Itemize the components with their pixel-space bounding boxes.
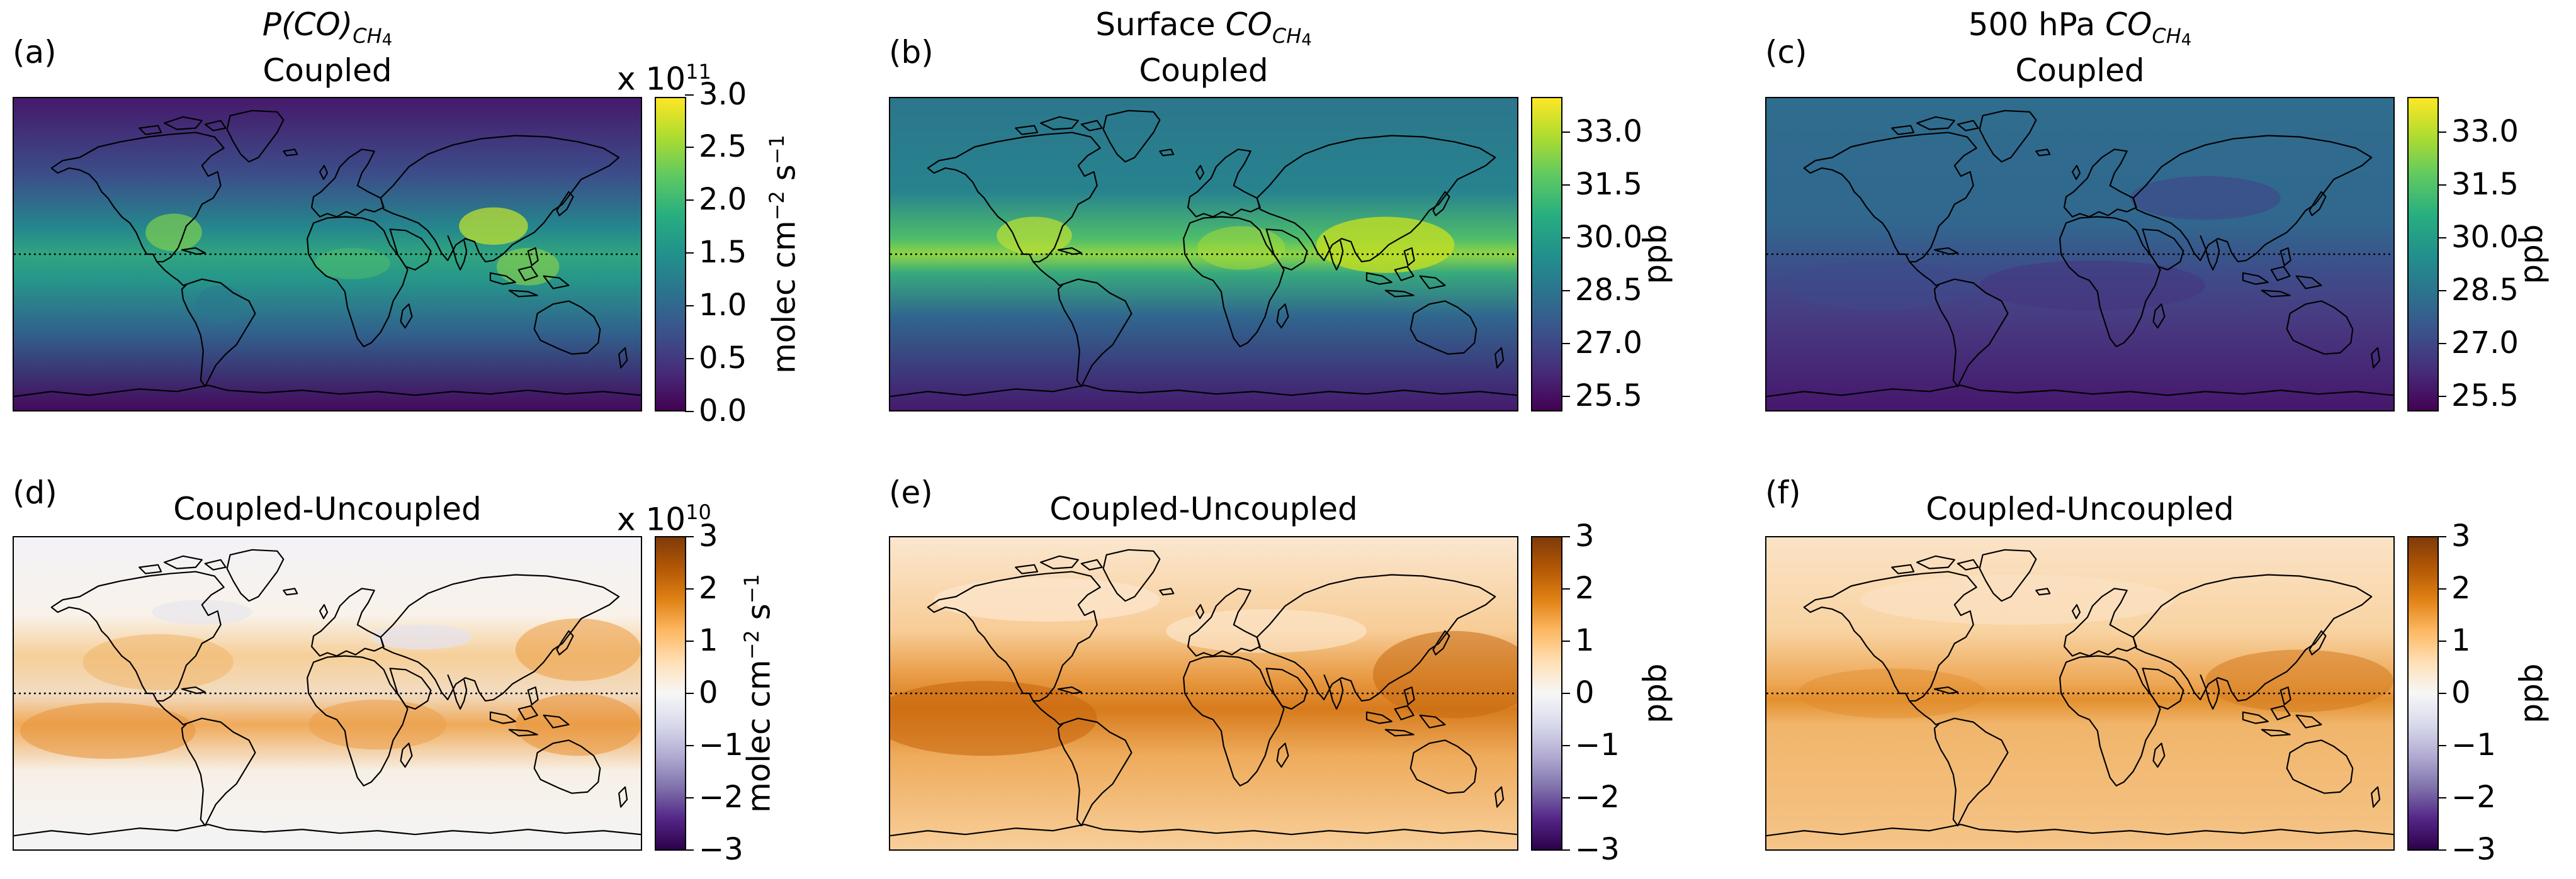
colorbar-a-tick: 3.0	[699, 77, 747, 112]
colorbar-b-tick: 27.0	[1575, 325, 1642, 361]
colorbar-d-multiplier: x 1010	[617, 500, 711, 538]
colorbar-a-multiplier: x 1011	[617, 60, 711, 98]
colorbar-c-tick: 27.0	[2451, 325, 2519, 361]
colorbar-e-tick: −1	[1575, 727, 1620, 763]
colorbar-f-tick: 2	[2451, 571, 2471, 606]
colorbar-f-tick: −1	[2451, 727, 2496, 763]
panel-d-title: Coupled-Uncoupled	[138, 490, 516, 529]
panel-a-title-line2: Coupled	[263, 52, 392, 89]
panel-b-title-line2: Coupled	[1139, 52, 1268, 89]
colorbar-c-tick: 25.5	[2451, 378, 2519, 413]
colorbar-e	[1531, 536, 1562, 851]
colorbar-d-tick: 0	[699, 675, 718, 710]
colorbar-d-tick: 3	[699, 518, 718, 554]
colorbar-f-tick: −2	[2451, 780, 2496, 815]
panel-b-title-line1: Surface COCH4	[1095, 6, 1312, 50]
colorbar-c-tick: 28.5	[2451, 272, 2519, 308]
colorbar-e-tick: 3	[1575, 518, 1595, 554]
colorbar-d	[655, 536, 686, 851]
colorbar-b-label: ppb	[1637, 224, 1673, 284]
colorbar-d-ticks: −3 −2 −1 0 1 2 3	[685, 521, 754, 865]
colorbar-a-ticks: 0.0 0.5 1.0 1.5 2.0 2.5 3.0	[685, 79, 748, 426]
map-panel-f	[1765, 536, 2395, 851]
colorbar-c-tick: 30.0	[2451, 220, 2519, 255]
panel-e-title: Coupled-Uncoupled	[1015, 490, 1393, 529]
colorbar-b-tick: 30.0	[1575, 220, 1642, 255]
panel-d-title-line: Coupled-Uncoupled	[173, 491, 482, 527]
colorbar-e-tick: −3	[1575, 832, 1620, 867]
colorbar-f-tick: −3	[2451, 832, 2496, 867]
colorbar-f-tick: 3	[2451, 518, 2471, 554]
panel-letter-b: (b)	[889, 34, 934, 70]
colorbar-d-tick: −2	[699, 780, 743, 815]
colorbar-c-ticks: 25.5 27.0 28.5 30.0 31.5 33.0	[2438, 97, 2519, 412]
colorbar-c	[2407, 97, 2439, 412]
map-panel-c	[1765, 97, 2395, 412]
panel-letter-a: (a)	[13, 34, 57, 70]
panel-e-title-line: Coupled-Uncoupled	[1049, 491, 1358, 527]
colorbar-b-ticks: 25.5 27.0 28.5 30.0 31.5 33.0	[1561, 97, 1642, 412]
colorbar-d-tick: 1	[699, 623, 718, 658]
colorbar-e-label: ppb	[1637, 663, 1673, 724]
panel-a-title: P(CO)CH4 Coupled	[220, 5, 434, 90]
panel-f-title: Coupled-Uncoupled	[1891, 490, 2269, 529]
colorbar-a-tick: 2.0	[699, 182, 747, 217]
colorbar-d-tick: −3	[699, 832, 743, 867]
colorbar-b-tick: 25.5	[1575, 378, 1642, 413]
colorbar-f	[2407, 536, 2439, 851]
map-panel-b	[889, 97, 1518, 412]
colorbar-f-tick: 1	[2451, 623, 2471, 658]
colorbar-a-label: molec cm−2 s−1	[765, 135, 803, 374]
colorbar-f-ticks: −3 −2 −1 0 1 2 3	[2438, 521, 2507, 865]
colorbar-a-tick: 1.5	[699, 235, 747, 270]
colorbar-a	[655, 97, 686, 412]
panel-letter-d: (d)	[13, 474, 57, 511]
colorbar-c-tick: 33.0	[2451, 114, 2519, 149]
panel-b-title: Surface COCH4 Coupled	[1046, 5, 1361, 90]
panel-letter-e: (e)	[889, 474, 933, 511]
colorbar-e-tick: −2	[1575, 780, 1620, 815]
colorbar-b-tick: 33.0	[1575, 114, 1642, 149]
colorbar-c-tick: 31.5	[2451, 167, 2519, 202]
colorbar-f-label: ppb	[2513, 663, 2550, 724]
colorbar-b-tick: 28.5	[1575, 272, 1642, 308]
panel-letter-f: (f)	[1765, 474, 1801, 511]
colorbar-a-tick: 0.0	[699, 393, 747, 428]
colorbar-d-tick: 2	[699, 571, 718, 606]
colorbar-a-tick: 0.5	[699, 340, 747, 376]
map-panel-e	[889, 536, 1518, 851]
colorbar-e-ticks: −3 −2 −1 0 1 2 3	[1561, 521, 1630, 865]
colorbar-e-tick: 1	[1575, 623, 1595, 658]
panel-c-title: 500 hPa COCH4 Coupled	[1923, 5, 2237, 90]
map-panel-d	[13, 536, 642, 851]
colorbar-b-tick: 31.5	[1575, 167, 1642, 202]
panel-a-title-line1: P(CO)CH4	[262, 6, 393, 50]
panel-letter-c: (c)	[1765, 34, 1807, 70]
map-panel-a	[13, 97, 642, 412]
colorbar-e-tick: 2	[1575, 571, 1595, 606]
colorbar-f-tick: 0	[2451, 675, 2471, 710]
colorbar-e-tick: 0	[1575, 675, 1595, 710]
colorbar-a-tick: 1.0	[699, 288, 747, 323]
colorbar-b	[1531, 97, 1562, 412]
colorbar-c-label: ppb	[2513, 224, 2550, 284]
panel-c-title-line2: Coupled	[2015, 52, 2145, 89]
colorbar-a-tick: 2.5	[699, 129, 747, 164]
colorbar-d-tick: −1	[699, 727, 743, 763]
panel-f-title-line: Coupled-Uncoupled	[1926, 491, 2234, 527]
colorbar-d-label: molec cm−2 s−1	[740, 574, 777, 813]
panel-c-title-line1: 500 hPa COCH4	[1968, 6, 2192, 50]
